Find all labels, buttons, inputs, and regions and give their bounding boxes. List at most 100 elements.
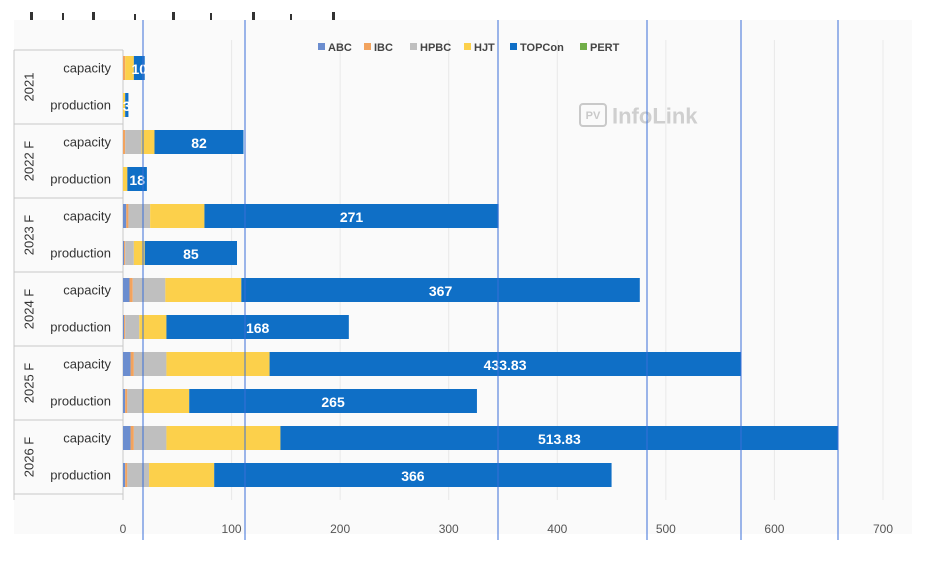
group-label: 2022 F bbox=[22, 141, 37, 182]
bar-abc bbox=[123, 241, 125, 265]
legend-swatch-hpbc bbox=[410, 43, 417, 50]
legend-swatch-topcon bbox=[510, 43, 517, 50]
data-label: 168 bbox=[246, 320, 270, 336]
bar-abc bbox=[123, 389, 126, 413]
bar-topcon bbox=[125, 93, 129, 117]
bar-hjt bbox=[165, 278, 242, 302]
bar-ibc bbox=[129, 278, 133, 302]
bar-hpbc bbox=[125, 315, 140, 339]
bar-abc bbox=[123, 204, 127, 228]
x-tick-label: 700 bbox=[873, 522, 893, 536]
bar-topcon bbox=[204, 204, 499, 228]
bar-abc bbox=[123, 278, 130, 302]
data-label: 10 bbox=[131, 61, 147, 77]
legend-swatch-abc bbox=[318, 43, 325, 50]
legend-label: ABC bbox=[328, 42, 352, 54]
x-tick-label: 0 bbox=[120, 522, 127, 536]
legend-label: IBC bbox=[374, 42, 393, 54]
bar-ibc bbox=[125, 389, 128, 413]
bar-hjt bbox=[123, 167, 128, 191]
category-label: capacity bbox=[63, 61, 111, 76]
category-label: production bbox=[50, 394, 111, 409]
category-label: capacity bbox=[63, 431, 111, 446]
bar-hjt bbox=[166, 352, 270, 376]
bar-ibc bbox=[123, 130, 126, 154]
category-label: production bbox=[50, 320, 111, 335]
category-label: production bbox=[50, 468, 111, 483]
bar-topcon bbox=[133, 56, 145, 80]
data-label: 271 bbox=[340, 209, 364, 225]
x-tick-label: 400 bbox=[547, 522, 567, 536]
bar-hpbc bbox=[125, 241, 134, 265]
bar-abc bbox=[123, 426, 131, 450]
data-label: 82 bbox=[191, 135, 207, 151]
bar-hpbc bbox=[133, 352, 167, 376]
bar-hpbc bbox=[127, 389, 144, 413]
x-tick-label: 100 bbox=[222, 522, 242, 536]
bar-topcon bbox=[189, 389, 477, 413]
bar-abc bbox=[123, 463, 126, 487]
legend-label: PERT bbox=[590, 42, 620, 54]
bar-hpbc bbox=[127, 463, 150, 487]
bar-ibc bbox=[124, 241, 126, 265]
bar-hjt bbox=[166, 426, 281, 450]
bar-abc bbox=[123, 352, 131, 376]
data-label: 3 bbox=[123, 98, 131, 114]
bar-topcon bbox=[269, 352, 741, 376]
cropped-title-strokes bbox=[30, 12, 335, 20]
group-label: 2026 F bbox=[22, 437, 37, 478]
data-label: 265 bbox=[321, 394, 345, 410]
data-label: 513.83 bbox=[538, 431, 581, 447]
bar-topcon bbox=[280, 426, 839, 450]
watermark-text: InfoLink bbox=[612, 104, 698, 129]
data-label: 85 bbox=[183, 246, 199, 262]
group-label: 2023 F bbox=[22, 215, 37, 256]
bar-ibc bbox=[130, 352, 134, 376]
bar-ibc bbox=[123, 56, 126, 80]
category-label: capacity bbox=[63, 135, 111, 150]
legend-swatch-hjt bbox=[464, 43, 471, 50]
bar-hpbc bbox=[125, 130, 142, 154]
data-label: 18 bbox=[129, 172, 145, 188]
bar-hpbc bbox=[128, 204, 151, 228]
legend-swatch-pert bbox=[580, 43, 587, 50]
group-label: 2021 bbox=[22, 73, 37, 102]
bar-ibc bbox=[124, 315, 126, 339]
x-tick-label: 600 bbox=[764, 522, 784, 536]
legend-label: HPBC bbox=[420, 42, 451, 54]
bar-hjt bbox=[149, 463, 215, 487]
bar-topcon bbox=[127, 167, 147, 191]
bar-hpbc bbox=[133, 426, 167, 450]
bar-ibc bbox=[130, 426, 134, 450]
bar-topcon bbox=[241, 278, 640, 302]
bar-hjt bbox=[133, 241, 145, 265]
category-label: capacity bbox=[63, 283, 111, 298]
legend-swatch-ibc bbox=[364, 43, 371, 50]
group-label: 2025 F bbox=[22, 363, 37, 404]
category-label: production bbox=[50, 246, 111, 261]
bar-hjt bbox=[123, 93, 126, 117]
watermark-logo-mark: PV bbox=[586, 110, 601, 122]
bar-topcon bbox=[214, 463, 612, 487]
category-label: capacity bbox=[63, 357, 111, 372]
legend-label: TOPCon bbox=[520, 42, 564, 54]
bar-abc bbox=[123, 315, 125, 339]
data-label: 367 bbox=[429, 283, 453, 299]
data-label: 433.83 bbox=[484, 357, 527, 373]
bar-hjt bbox=[141, 130, 155, 154]
watermark-logo-box bbox=[579, 103, 607, 127]
legend-label: HJT bbox=[474, 42, 495, 54]
group-label: 2024 F bbox=[22, 289, 37, 330]
cropped-title-fragment bbox=[22, 0, 362, 20]
bar-topcon bbox=[154, 130, 244, 154]
category-label: production bbox=[50, 172, 111, 187]
category-label: capacity bbox=[63, 209, 111, 224]
x-tick-label: 300 bbox=[439, 522, 459, 536]
bar-hjt bbox=[139, 315, 167, 339]
bar-hjt bbox=[125, 56, 134, 80]
bar-ibc bbox=[125, 463, 128, 487]
bar-topcon bbox=[144, 241, 237, 265]
bar-hpbc bbox=[132, 278, 166, 302]
category-label: production bbox=[50, 98, 111, 113]
